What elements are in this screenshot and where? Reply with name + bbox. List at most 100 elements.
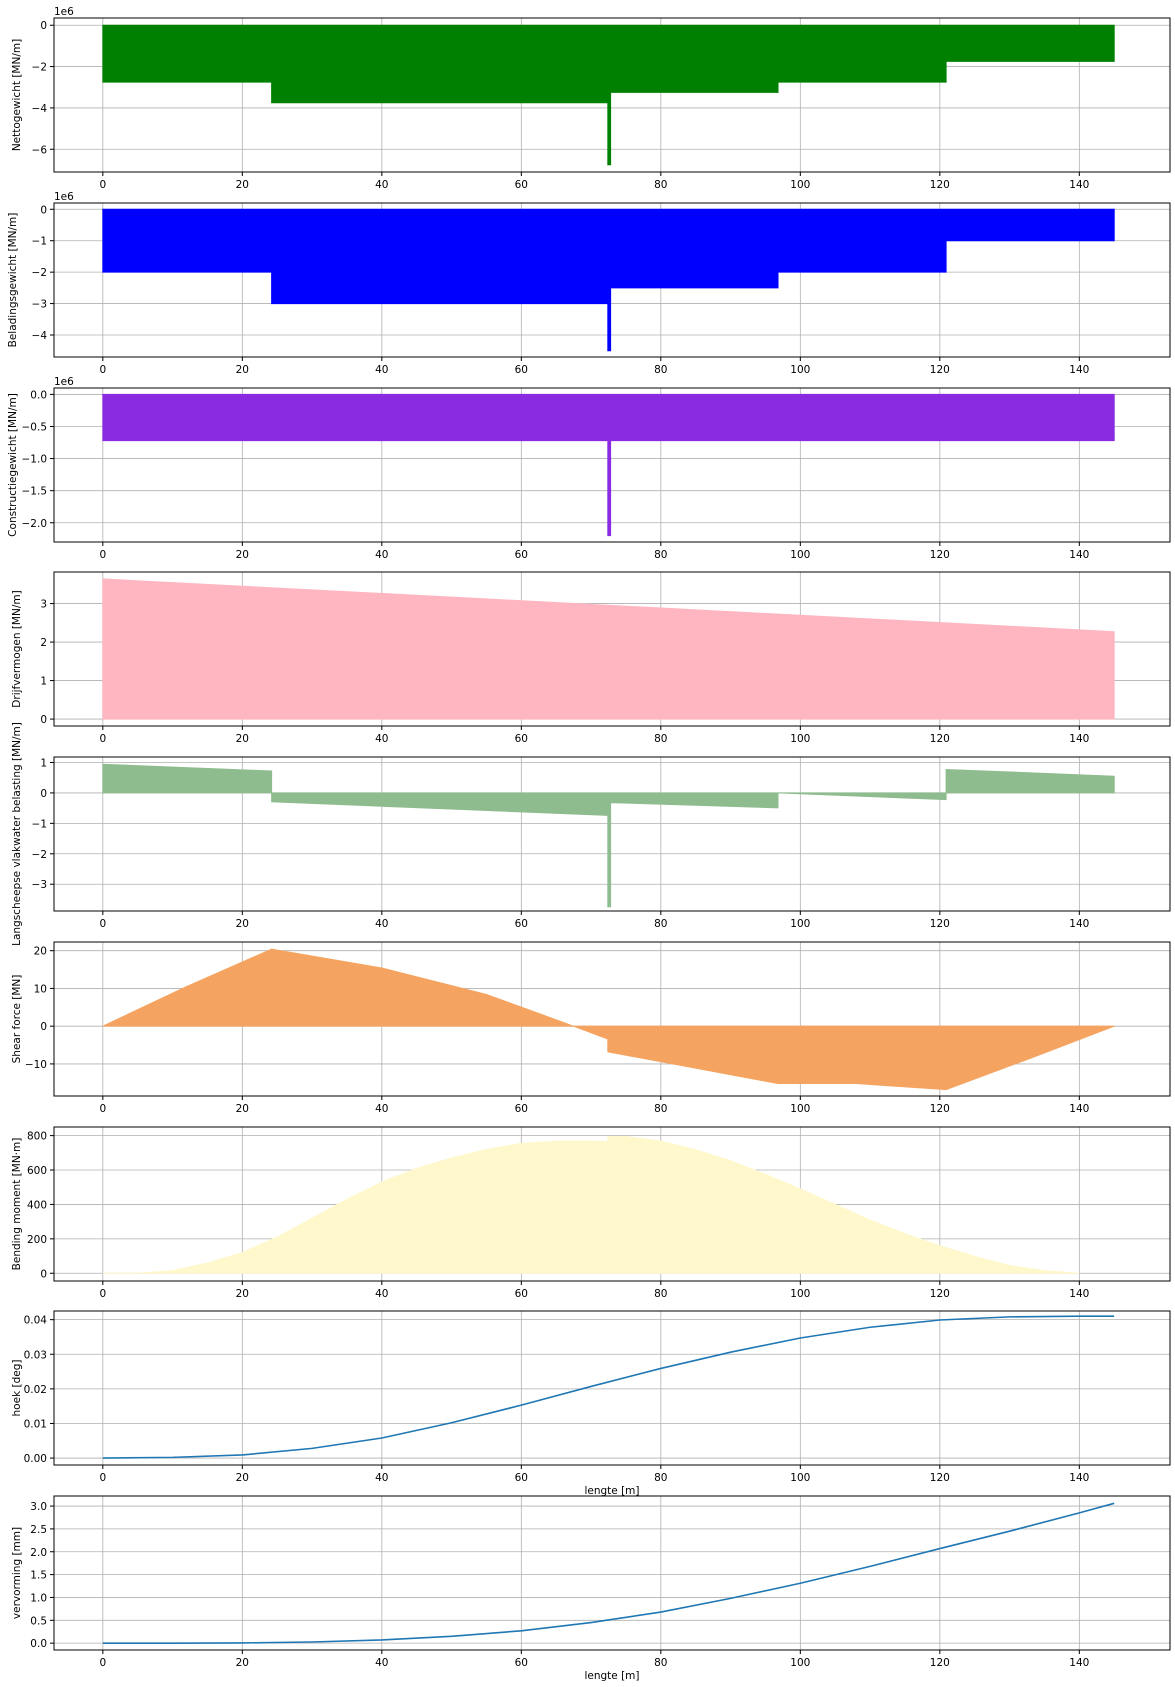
axes-frame (53, 756, 1171, 912)
y-tick-label: −1 (32, 236, 47, 248)
y-tick-label: −1.5 (22, 486, 48, 498)
axes-frame (53, 941, 1171, 1097)
x-tick-label: 140 (1069, 179, 1089, 191)
series-area (102, 208, 1115, 352)
axes-frame (53, 387, 1171, 543)
x-tick-label: 20 (236, 179, 249, 191)
x-tick-label: 40 (375, 1103, 388, 1115)
y-tick-label: 0.04 (24, 1315, 48, 1327)
x-tick-label: 40 (375, 179, 388, 191)
y-axis-label: Constructiegewicht [MN/m] (7, 393, 19, 537)
x-tick-label: 80 (654, 549, 667, 561)
y-axis-label: hoek [deg] (11, 1360, 23, 1417)
y-tick-label: 2.0 (30, 1547, 47, 1559)
offset-text: 1e6 (54, 191, 74, 203)
x-axis-label: lengte [m] (584, 1670, 639, 1682)
x-tick-label: 0 (99, 1288, 106, 1300)
y-tick-label: −3 (32, 879, 47, 891)
chart-vervorming: 0 20 40 60 80 100 120 140 0.0 0.5 1.0 1.5 2.0 2.5 3.0 v… (11, 1495, 1171, 1682)
x-tick-label: 40 (375, 1288, 388, 1300)
y-tick-label: −3 (32, 299, 47, 311)
x-tick-label: 20 (236, 1288, 249, 1300)
y-tick-label: −1.0 (22, 454, 48, 466)
x-tick-label: 20 (236, 549, 249, 561)
y-axis-label: Shear force [MN] (11, 975, 23, 1064)
offset-text: 1e6 (54, 376, 74, 388)
grid (54, 1496, 1170, 1650)
y-tick-label: 0.01 (24, 1418, 47, 1430)
x-tick-label: 120 (930, 1472, 950, 1484)
series-area (102, 393, 1115, 537)
x-tick-label: 80 (654, 1288, 667, 1300)
y-tick-label: −4 (32, 330, 48, 342)
y-axis-label: Nettogewicht [MN/m] (11, 39, 23, 151)
series-line (102, 1502, 1115, 1644)
grid (54, 1311, 1170, 1465)
x-tick-label: 100 (790, 1103, 810, 1115)
x-tick-label: 80 (654, 1657, 667, 1669)
x-tick-label: 40 (375, 1657, 388, 1669)
y-tick-label: 10 (34, 983, 47, 995)
x-tick-label: 140 (1069, 918, 1089, 930)
y-tick-label: 3 (40, 599, 47, 611)
x-tick-label: 60 (515, 364, 528, 376)
y-tick-label: 600 (27, 1165, 47, 1177)
y-tick-label: 1.5 (30, 1570, 47, 1582)
x-tick-label: 60 (515, 733, 528, 745)
x-tick-label: 60 (515, 1472, 528, 1484)
x-tick-label: 40 (375, 364, 388, 376)
y-tick-label: −10 (25, 1059, 47, 1071)
x-tick-label: 0 (99, 364, 106, 376)
series-area (102, 948, 1115, 1091)
x-tick-label: 20 (236, 1103, 249, 1115)
x-tick-label: 100 (790, 1472, 810, 1484)
y-tick-label: 0 (40, 714, 47, 726)
y-axis-label: Beladingsgewicht [MN/m] (7, 213, 19, 348)
y-tick-label: −2 (32, 849, 47, 861)
x-axis-label: lengte [m] (584, 1485, 639, 1497)
chart-beladingsgewicht: 0 20 40 60 80 100 120 140 0 −1 −2 −3 −4 1e6 Beladingsg… (7, 191, 1171, 376)
x-tick-label: 120 (930, 733, 950, 745)
x-tick-label: 120 (930, 1288, 950, 1300)
y-tick-label: −1 (32, 818, 47, 830)
x-tick-label: 40 (375, 549, 388, 561)
axes-frame (53, 202, 1171, 358)
x-tick-label: 40 (375, 733, 388, 745)
x-tick-label: 60 (515, 549, 528, 561)
x-tick-label: 0 (99, 1472, 106, 1484)
x-tick-label: 40 (375, 918, 388, 930)
x-tick-label: 80 (654, 733, 667, 745)
y-tick-label: −0.5 (22, 422, 48, 434)
x-tick-label: 60 (515, 918, 528, 930)
y-tick-label: 2.5 (30, 1524, 47, 1536)
chart-hoek: 0 20 40 60 80 100 120 140 0.00 0.01 0.02 0.03 0.04 ho… (11, 1310, 1171, 1497)
y-tick-label: 0.02 (24, 1384, 47, 1396)
x-tick-label: 100 (790, 364, 810, 376)
series-area (102, 578, 1115, 720)
x-tick-label: 100 (790, 918, 810, 930)
axes-frame (53, 571, 1171, 727)
y-tick-label: 1 (40, 757, 47, 769)
y-tick-label: 0.5 (30, 1615, 47, 1627)
x-tick-label: 100 (790, 1657, 810, 1669)
chart-drijfvermogen: 0 20 40 60 80 100 120 140 0 1 2 3 Drijfvermogen [MN/… (11, 571, 1171, 745)
x-tick-label: 80 (654, 1472, 667, 1484)
y-tick-label: −4 (32, 103, 48, 115)
x-tick-label: 120 (930, 179, 950, 191)
y-tick-label: 3.0 (30, 1501, 47, 1513)
chart-vlakwater: 0 20 40 60 80 100 120 140 1 0 −1 −2 −3 Langscheepse v… (11, 722, 1171, 946)
axes-frame (53, 1310, 1171, 1466)
y-tick-label: 2 (40, 637, 47, 649)
axes-frame (53, 17, 1171, 173)
y-tick-label: 400 (27, 1199, 47, 1211)
y-tick-label: −2.0 (22, 518, 48, 530)
x-tick-label: 0 (99, 549, 106, 561)
y-tick-label: 0.00 (24, 1453, 47, 1465)
offset-text: 1e6 (54, 6, 74, 18)
y-tick-label: 0 (40, 20, 47, 32)
x-tick-label: 140 (1069, 1103, 1089, 1115)
x-tick-label: 20 (236, 1657, 249, 1669)
x-tick-label: 80 (654, 1103, 667, 1115)
x-tick-label: 60 (515, 179, 528, 191)
x-tick-label: 0 (99, 179, 106, 191)
